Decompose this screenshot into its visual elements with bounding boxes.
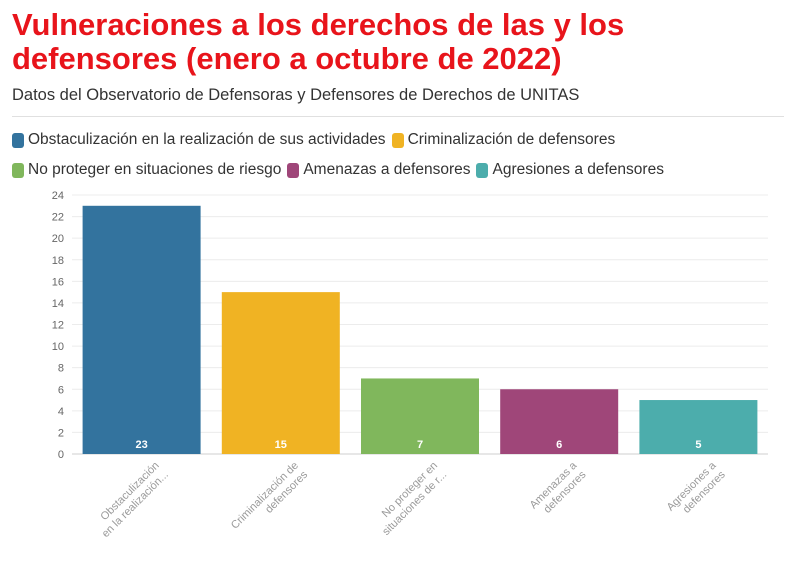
- y-tick-label: 4: [58, 406, 64, 418]
- bar-value-label: 15: [275, 439, 287, 451]
- bar[interactable]: [361, 378, 479, 454]
- bar-value-label: 5: [695, 439, 701, 451]
- legend-item[interactable]: Amenazas a defensores: [287, 161, 470, 179]
- legend-item[interactable]: Agresiones a defensores: [476, 161, 664, 179]
- bar-value-label: 6: [556, 439, 562, 451]
- y-tick-label: 2: [58, 427, 64, 439]
- y-tick-label: 14: [52, 298, 64, 310]
- bar-value-label: 7: [417, 439, 423, 451]
- legend-item[interactable]: Obstaculización en la realización de sus…: [12, 131, 386, 149]
- y-tick-label: 8: [58, 363, 64, 375]
- y-tick-label: 24: [52, 190, 64, 202]
- bar-value-label: 23: [135, 439, 147, 451]
- y-tick-label: 0: [58, 449, 64, 461]
- y-tick-label: 16: [52, 276, 64, 288]
- legend-item[interactable]: No proteger en situaciones de riesgo: [12, 161, 281, 179]
- legend-swatch: [391, 132, 404, 148]
- legend-label: Amenazas a defensores: [303, 161, 471, 178]
- legend-swatch: [287, 162, 300, 178]
- bar[interactable]: [500, 389, 619, 454]
- x-tick-label: Obstaculizaciónen la realización...: [91, 460, 171, 540]
- chart-legend: Obstaculización en la realización de sus…: [12, 131, 712, 179]
- y-tick-label: 18: [52, 255, 64, 267]
- bar[interactable]: [82, 205, 201, 454]
- y-tick-label: 22: [52, 212, 64, 224]
- x-tick-label: Amenazas adefensores: [528, 459, 590, 521]
- bar[interactable]: [221, 292, 340, 454]
- y-tick-label: 20: [52, 233, 64, 245]
- bars: 23 15 7 6 5: [82, 205, 758, 454]
- legend-label: Obstaculización en la realización de sus…: [28, 131, 386, 148]
- legend-swatch: [12, 132, 24, 148]
- x-tick-label: Criminalización dedefensores: [229, 459, 311, 541]
- header-divider: [12, 116, 784, 117]
- legend-label: No proteger en situaciones de riesgo: [28, 161, 282, 178]
- legend-item[interactable]: Criminalización de defensores: [391, 131, 616, 149]
- y-tick-label: 12: [52, 320, 64, 332]
- x-axis: Obstaculizaciónen la realización... Crimi…: [91, 459, 729, 541]
- legend-swatch: [12, 162, 24, 178]
- bar[interactable]: [639, 400, 758, 454]
- legend-swatch: [476, 162, 489, 178]
- x-tick-label: No proteger ensituaciones de r...: [371, 460, 449, 538]
- y-tick-label: 10: [52, 341, 64, 353]
- x-tick-label: Agresiones adefensores: [665, 459, 729, 523]
- legend-label: Criminalización de defensores: [407, 131, 616, 148]
- chart-subtitle: Datos del Observatorio de Defensoras y D…: [12, 86, 580, 104]
- chart-title: Vulneraciones a los derechos de las y lo…: [12, 7, 625, 76]
- y-tick-label: 6: [58, 384, 64, 396]
- legend-label: Agresiones a defensores: [492, 161, 664, 178]
